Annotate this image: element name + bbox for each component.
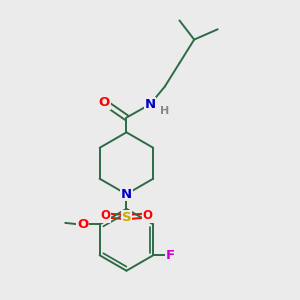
Text: H: H [160,106,169,116]
Text: F: F [166,249,175,262]
Text: O: O [142,209,153,222]
Text: O: O [100,209,110,222]
Text: O: O [99,96,110,110]
Text: N: N [144,98,156,111]
Text: N: N [121,188,132,201]
Text: S: S [122,211,131,224]
Text: O: O [77,218,88,231]
